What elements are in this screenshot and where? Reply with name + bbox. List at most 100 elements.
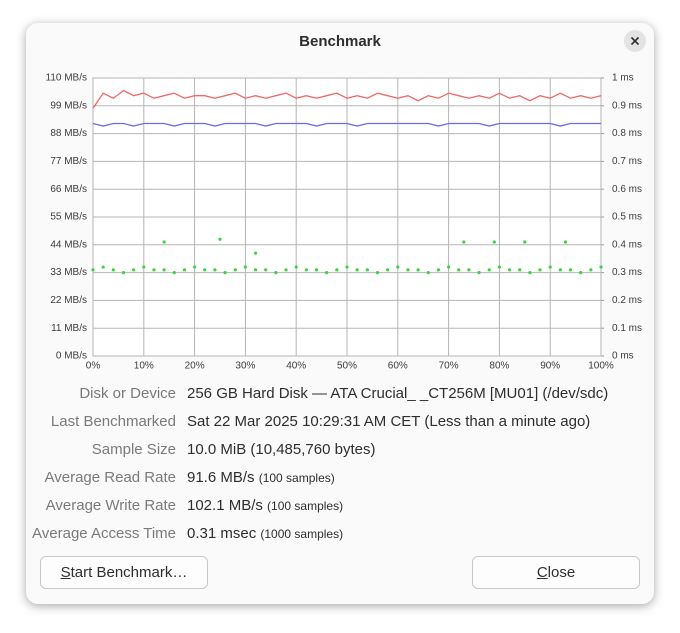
row-value-group: 91.6 MB/s (100 samples) [187, 469, 335, 486]
start-benchmark-button[interactable]: Start Benchmark… [40, 556, 208, 589]
close-icon-button[interactable] [624, 30, 646, 52]
y2-tick-label: 0.2 ms [612, 295, 642, 306]
scatter-point [416, 268, 420, 272]
info-row: Disk or Device 256 GB Hard Disk — ATA Cru… [26, 385, 654, 405]
y2-tick-label: 0.6 ms [612, 184, 642, 195]
y2-tick-label: 1 ms [612, 73, 634, 84]
scatter-point [193, 265, 197, 269]
scatter-point [152, 268, 156, 272]
scatter-point [111, 268, 115, 272]
y2-tick-label: 0.9 ms [612, 100, 642, 111]
y2-tick-label: 0.7 ms [612, 156, 642, 167]
info-row: Last Benchmarked Sat 22 Mar 2025 10:29:31… [26, 413, 654, 433]
x-tick-label: 30% [235, 361, 255, 372]
scatter-point [386, 268, 390, 272]
y-tick-label: 66 MB/s [50, 184, 87, 195]
scatter-point [203, 268, 207, 272]
scatter-point [507, 268, 512, 272]
row-value: 10.0 MiB (10,485,760 bytes) [187, 441, 376, 458]
x-tick-label: 40% [286, 361, 306, 372]
scatter-point [579, 271, 583, 275]
y-tick-label: 44 MB/s [50, 239, 87, 250]
close-icon [630, 36, 640, 46]
row-label: Average Write Rate [45, 497, 176, 514]
scatter-point [253, 251, 258, 255]
scatter-point [523, 240, 527, 244]
y2-tick-label: 0 ms [612, 351, 634, 362]
scatter-point [436, 268, 441, 272]
scatter-point [264, 268, 268, 272]
y2-tick-label: 0.3 ms [612, 267, 642, 278]
scatter-point [375, 271, 380, 275]
row-value-group: 102.1 MB/s (100 samples) [187, 497, 343, 514]
scatter-point [314, 268, 319, 272]
y-tick-label: 110 MB/s [46, 73, 88, 84]
row-value: 256 GB Hard Disk — ATA Crucial_ _CT256M … [187, 385, 609, 402]
scatter-point [274, 271, 278, 275]
row-label: Average Read Rate [44, 469, 176, 486]
scatter-point [538, 268, 542, 272]
scatter-point [172, 271, 176, 275]
row-note: (100 samples) [258, 471, 335, 485]
row-value: Sat 22 Mar 2025 10:29:31 AM CET (Less th… [187, 413, 591, 430]
scatter-point [325, 271, 329, 275]
row-value: 91.6 MB/s [187, 469, 255, 486]
y-tick-label: 33 MB/s [50, 267, 87, 278]
scatter-point [162, 240, 166, 244]
scatter-point [223, 271, 227, 275]
y-tick-label: 0 MB/s [56, 351, 87, 362]
scatter-point [467, 268, 471, 272]
close-button[interactable]: Close [472, 556, 640, 589]
scatter-point [243, 265, 247, 269]
y2-tick-label: 0.1 ms [612, 323, 642, 334]
chart: 0 MB/s 11 MB/s 22 MB/s 33 MB/s 44 MB/s 55 MB/… [46, 73, 643, 372]
x-tick-label: 100% [588, 361, 614, 372]
scatter-point [253, 268, 258, 272]
scatter-point [213, 268, 217, 272]
scatter-point [406, 268, 410, 272]
x-tick-label: 10% [134, 361, 154, 372]
x-tick-label: 90% [540, 361, 560, 372]
button-label: Start Benchmark… [60, 564, 188, 581]
row-note: (1000 samples) [260, 527, 344, 541]
scatter-point [426, 271, 430, 275]
scatter-point [142, 265, 146, 269]
x-tick-label: 20% [185, 361, 205, 372]
y-tick-label: 99 MB/s [50, 100, 87, 111]
row-value: 102.1 MB/s [187, 497, 263, 514]
scatter-point [492, 240, 496, 244]
row-value-group: 256 GB Hard Disk — ATA Crucial_ _CT256M … [187, 385, 608, 402]
scatter-point [182, 268, 187, 272]
x-tick-label: 70% [439, 361, 459, 372]
scatter-point [477, 271, 481, 275]
scatter-point [345, 265, 349, 269]
scatter-point [396, 265, 400, 269]
row-value-group: 0.31 msec (1000 samples) [187, 525, 343, 542]
dialog-title: Benchmark [299, 33, 381, 50]
scatter-point [599, 265, 603, 269]
button-label: Close [536, 564, 576, 581]
info-row: Average Write Rate 102.1 MB/s (100 sample… [26, 497, 654, 517]
scatter-point [218, 237, 222, 241]
x-tick-label: 80% [489, 361, 509, 372]
scatter-point [518, 268, 522, 272]
row-label: Disk or Device [79, 385, 176, 402]
scatter-point [528, 271, 532, 275]
info-row: Average Access Time 0.31 msec (1000 sampl… [26, 525, 654, 545]
y2-tick-label: 0.4 ms [612, 239, 642, 250]
scatter-point [447, 265, 451, 269]
scatter-point [589, 268, 593, 272]
scatter-point [233, 268, 237, 272]
y2-tick-label: 0.8 ms [612, 128, 642, 139]
scatter-point [497, 265, 501, 269]
scatter-point [548, 265, 552, 269]
scatter-point [568, 268, 573, 272]
y-tick-label: 88 MB/s [50, 128, 87, 139]
series-line [92, 122, 601, 127]
scatter-point [121, 271, 126, 275]
row-note: (100 samples) [267, 499, 344, 513]
x-tick-label: 0% [86, 361, 101, 372]
info-row: Average Read Rate 91.6 MB/s (100 samples) [26, 469, 654, 489]
y-tick-label: 22 MB/s [50, 295, 87, 306]
